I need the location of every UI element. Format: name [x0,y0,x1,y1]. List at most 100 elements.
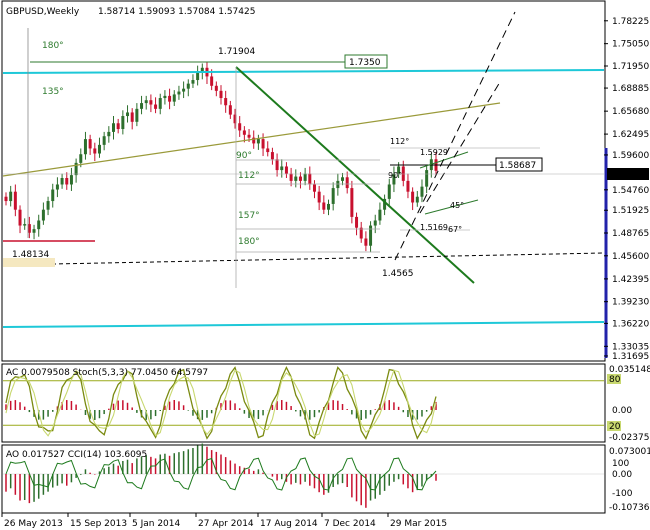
candle-body [191,80,195,84]
candle-body [378,209,382,221]
candle-body [126,112,130,117]
candle-body [140,103,144,109]
cci-line [5,457,437,491]
low-left-label: 1.48134 [12,250,49,260]
candle-body [107,131,111,137]
olive-trendline [2,102,501,177]
low-left-highlight [3,258,55,267]
candle-body [214,85,218,91]
price-tick-label: 1.45600 [612,252,649,262]
candle-body [83,139,87,155]
osc2-axis-bottom: -0.107361 [609,503,650,513]
candle-body [401,166,405,181]
deg-90: 90° [236,151,252,161]
price-tick-label: 1.71950 [612,62,649,72]
candle-body [270,152,274,160]
time-tick-label: 15 Sep 2013 [70,519,127,529]
osc2-axis-minus100: -100 [612,489,633,499]
current-price-tag-label: 1.57425 [609,170,646,180]
deg-90-small: 90° [388,171,402,180]
candle-body [266,148,270,153]
candle-body [97,144,101,154]
dashed-horizontal-line [2,252,605,266]
candle-body [200,67,204,73]
candle-body [406,180,410,192]
osc1-level-high-tag [607,374,621,384]
time-tick-label: 5 Jan 2014 [132,519,180,529]
symbol-label: GBPUSD,Weekly [6,7,80,17]
osc1-axis-bottom: -0.023759 [609,433,650,443]
candle-body [415,196,419,203]
candle-body [65,178,69,185]
candle-body [93,148,97,154]
candle-body [163,95,167,99]
candle-body [284,166,288,174]
candle-body [13,191,17,210]
candle-body [210,76,214,86]
osc1-axis-top: 0.035148 [609,365,650,375]
deg-67-small: 67° [448,225,462,234]
candle-body [327,203,330,210]
current-price-tag [607,168,649,180]
cyan-resistance-line [2,69,605,74]
candle-body [228,105,232,115]
candle-body [397,166,401,174]
candle-body [135,108,139,122]
target-box [344,54,388,69]
price-tick-label: 1.42395 [612,275,649,285]
candle-body [294,176,298,181]
candle-body [280,166,284,171]
candle-body [79,154,83,163]
candle-body [317,191,321,203]
candle-body [46,201,50,210]
osc1-level-low: 20 [609,422,621,432]
candle-body [224,98,228,106]
candle-body [18,209,22,226]
peak-label: 1.71904 [218,47,255,57]
time-tick-label: 29 Mar 2015 [390,519,447,529]
osc1-level-low-tag [607,421,621,431]
candle-body [369,225,373,246]
candle-body [177,91,181,95]
time-tick-label: 27 Apr 2014 [198,519,254,529]
candle-body [4,196,8,202]
price-tick-label: 1.33035 [612,342,649,352]
osc2-panel-frame [1,444,606,514]
candle-body [154,104,158,109]
time-tick-label: 17 Aug 2014 [260,519,318,529]
price-tick-label: 1.51925 [612,206,649,216]
price-tick-label: 1.68885 [612,84,649,94]
osc2-axis-top: 0.073001 [609,447,650,457]
price-tick-label: 1.75050 [612,40,649,50]
candle-body [298,176,302,181]
candle-body [392,173,396,185]
candle-body [247,134,251,138]
price-axis: 1.78225 1.75050 1.71950 1.68885 1.65680 1.624… [604,17,649,362]
deg-45-small: 45° [450,201,464,210]
candle-body [420,186,424,197]
candle-body [88,139,92,149]
candle-body [355,216,359,228]
candle-body [364,238,368,246]
candle-body [186,83,190,89]
candle-body [74,162,78,176]
deg-112-small: 112° [390,137,409,146]
small-fan-green-up [419,151,469,169]
osc2-label: AO 0.017527 CCI(14) 103.6095 [6,450,147,460]
price-tick-label: 1.31695 [612,352,649,362]
candle-body [383,198,387,210]
price-tick-label: 1.48765 [612,229,649,239]
deg-180-top: 180° [42,41,64,51]
price-tick-label: 1.54760 [612,186,649,196]
osc1-label: AC 0.0079508 Stoch(5,3,3) 77.0450 64.579… [6,368,208,378]
candle-body [158,98,162,109]
osc1-level-high: 80 [609,375,621,385]
candle-body [55,184,59,190]
candle-body [27,224,31,233]
candle-body [345,177,349,189]
candle-body [341,177,345,181]
candle-body [308,173,312,185]
dashed-channel-upper [394,11,516,261]
time-axis: 26 May 2013 15 Sep 2013 5 Jan 2014 27 Apr 2… [1,513,447,529]
